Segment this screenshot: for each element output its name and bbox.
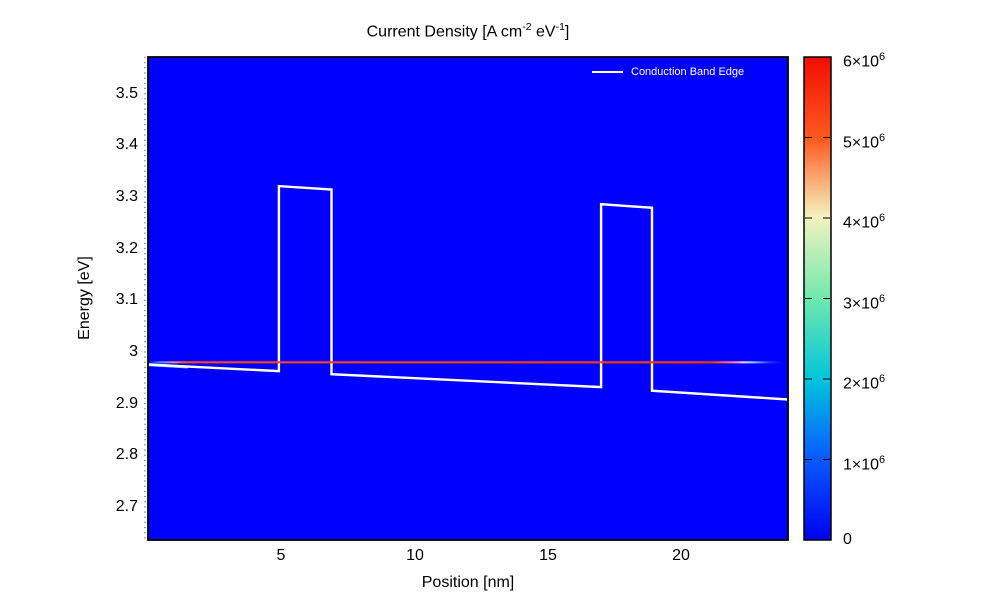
- colorbar-tick-label: 4×106: [843, 212, 886, 232]
- y-tick-label: 3.3: [115, 188, 138, 205]
- y-tick-label: 3.2: [115, 240, 138, 257]
- x-tick-label: 10: [406, 547, 424, 564]
- x-tick-label: 5: [276, 547, 286, 564]
- colorbar-tick-label: 1×106: [843, 454, 886, 474]
- y-tick-label: 3: [129, 343, 138, 360]
- y-axis-minor-ticks: [144, 56, 146, 539]
- y-tick-label: 3.5: [115, 85, 138, 102]
- chart-title-part: Current Density [A cm: [366, 23, 523, 41]
- y-tick-label: 2.7: [115, 498, 138, 515]
- colorbar-tick-label: 0: [843, 531, 852, 548]
- colorbar-frame: [803, 56, 832, 541]
- chart-title-part: -1: [555, 21, 565, 33]
- chart-title-part: -2: [522, 21, 532, 33]
- colorbar-tick-label: 3×106: [843, 293, 886, 313]
- legend-line-swatch: [592, 71, 623, 73]
- x-tick-label: 20: [672, 547, 690, 564]
- legend: Conduction Band Edge: [592, 66, 744, 78]
- plot-area-background: [148, 57, 788, 540]
- chart-title: Current Density [A cm-2 eV-1]: [148, 21, 788, 41]
- y-tick-label: 2.8: [115, 446, 138, 463]
- colorbar-tick-label: 2×106: [843, 373, 886, 393]
- chart-title-part: ]: [564, 23, 570, 41]
- chart-title-part: eV: [531, 23, 556, 41]
- x-axis-title: Position [nm]: [421, 574, 515, 591]
- legend-label: Conduction Band Edge: [631, 66, 745, 78]
- y-tick-label: 3.1: [115, 291, 138, 308]
- y-tick-label: 2.9: [115, 395, 138, 412]
- plot-frame: [147, 56, 789, 541]
- colorbar-tick-label: 5×106: [843, 132, 886, 152]
- conduction-band-edge-line: [147, 184, 789, 401]
- x-tick-label: 15: [539, 547, 557, 564]
- y-tick-label: 3.4: [115, 136, 138, 153]
- colorbar-tick-label: 6×106: [843, 51, 886, 71]
